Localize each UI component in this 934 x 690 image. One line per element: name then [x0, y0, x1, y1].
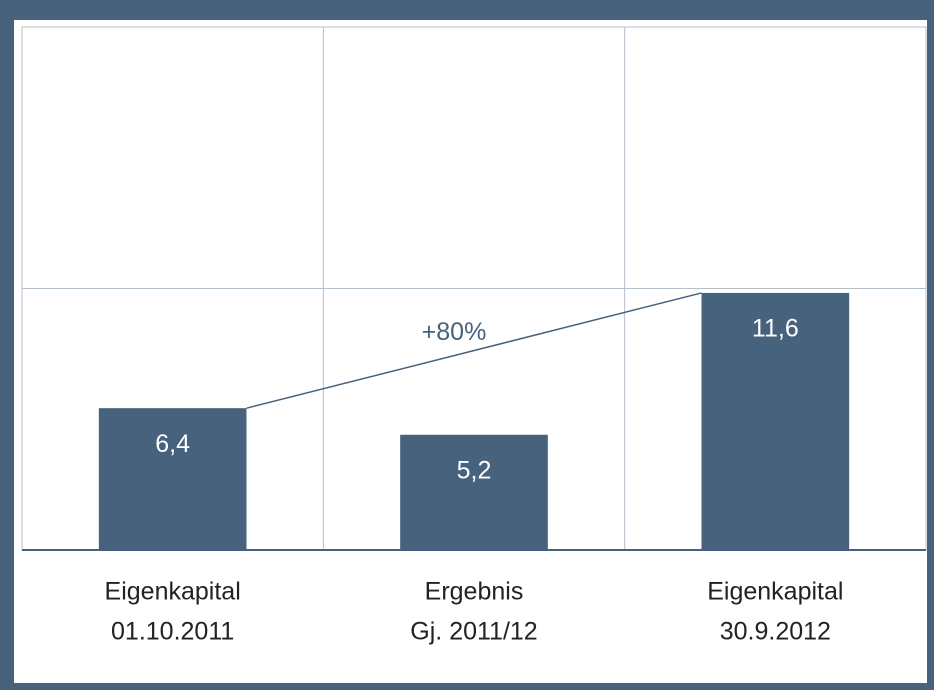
value-label: 5,2	[457, 456, 492, 484]
bar	[400, 434, 548, 550]
connector	[246, 292, 702, 409]
x-tick-label: 01.10.2011	[111, 618, 234, 646]
x-tick-label: Ergebnis	[425, 578, 524, 606]
bar	[701, 292, 850, 550]
bar	[98, 408, 247, 550]
annotation: +80%	[422, 318, 487, 346]
value-label: 6,4	[155, 430, 190, 458]
x-tick-label: 30.9.2012	[720, 618, 831, 646]
x-tick-label: Eigenkapital	[105, 578, 241, 606]
x-tick-label: Gj. 2011/12	[410, 618, 537, 646]
x-tick-label: Eigenkapital	[707, 578, 843, 606]
value-label: 11,6	[752, 315, 799, 343]
